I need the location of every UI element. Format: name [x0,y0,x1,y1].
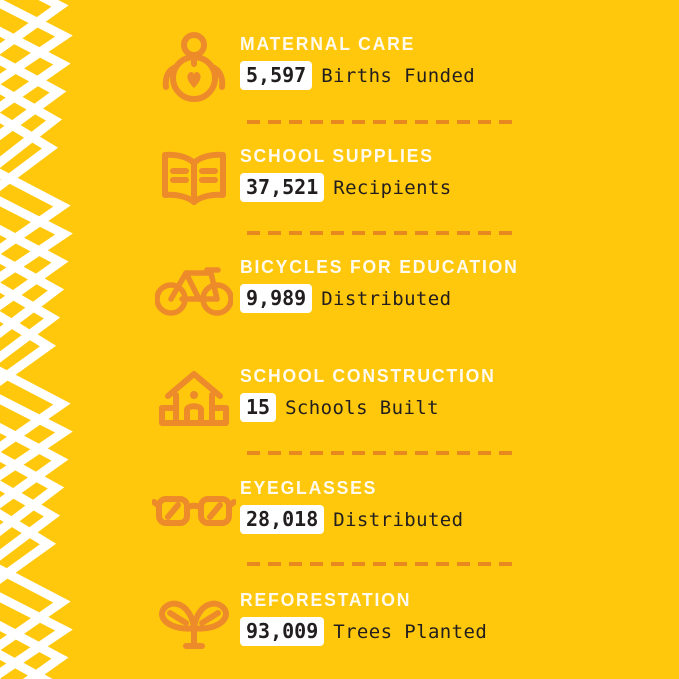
stat-text: SCHOOL SUPPLIES 37,521 Recipients [240,140,452,202]
stat-row: REFORESTATION 93,009 Trees Planted [148,584,487,662]
stat-text: EYEGLASSES 28,018 Distributed [240,472,463,534]
stat-metric: 93,009 Trees Planted [240,617,487,646]
row-divider [247,451,519,455]
row-divider [247,231,519,235]
stat-title: REFORESTATION [240,589,412,610]
stat-row: SCHOOL SUPPLIES 37,521 Recipients [148,140,452,218]
stat-unit-label: Distributed [333,508,464,531]
stat-value-badge: 28,018 [240,505,325,534]
open-book-icon [148,140,240,218]
stat-value-badge: 15 [240,393,277,422]
chevron-zigzag-pattern [0,0,84,679]
seedling-icon [148,584,240,662]
stat-text: SCHOOL CONSTRUCTION 15 Schools Built [240,360,509,422]
stat-title: EYEGLASSES [240,477,378,498]
stat-row: MATERNAL CARE 5,597 Births Funded [148,28,475,106]
stat-text: BICYCLES FOR EDUCATION 9,989 Distributed [240,251,533,313]
stat-value-badge: 37,521 [240,173,325,202]
stat-row: SCHOOL CONSTRUCTION 15 Schools Built [148,360,509,438]
stat-metric: 15 Schools Built [240,393,509,422]
row-divider [247,120,519,124]
stat-value-badge: 9,989 [240,284,313,313]
pregnant-woman-heart-icon [148,28,240,106]
stat-title: BICYCLES FOR EDUCATION [240,256,519,277]
stat-unit-label: Schools Built [285,396,440,419]
stat-title: MATERNAL CARE [240,33,416,54]
stat-metric: 37,521 Recipients [240,173,452,202]
stat-title: SCHOOL CONSTRUCTION [240,365,496,386]
stat-value-badge: 93,009 [240,617,325,646]
schoolhouse-icon [148,360,240,438]
stat-unit-label: Trees Planted [333,620,488,643]
bicycle-icon [148,251,240,329]
stat-row: EYEGLASSES 28,018 Distributed [148,472,463,550]
stat-unit-label: Recipients [333,176,452,199]
stat-metric: 5,597 Births Funded [240,61,475,90]
eyeglasses-icon [148,472,240,550]
stat-metric: 9,989 Distributed [240,284,533,313]
stat-title: SCHOOL SUPPLIES [240,145,434,166]
stat-value-badge: 5,597 [240,61,313,90]
row-divider [247,562,519,566]
stat-row: BICYCLES FOR EDUCATION 9,989 Distributed [148,251,533,329]
stat-unit-label: Births Funded [321,64,476,87]
stat-metric: 28,018 Distributed [240,505,463,534]
stat-unit-label: Distributed [321,287,452,310]
stat-text: REFORESTATION 93,009 Trees Planted [240,584,487,646]
stat-text: MATERNAL CARE 5,597 Births Funded [240,28,475,90]
